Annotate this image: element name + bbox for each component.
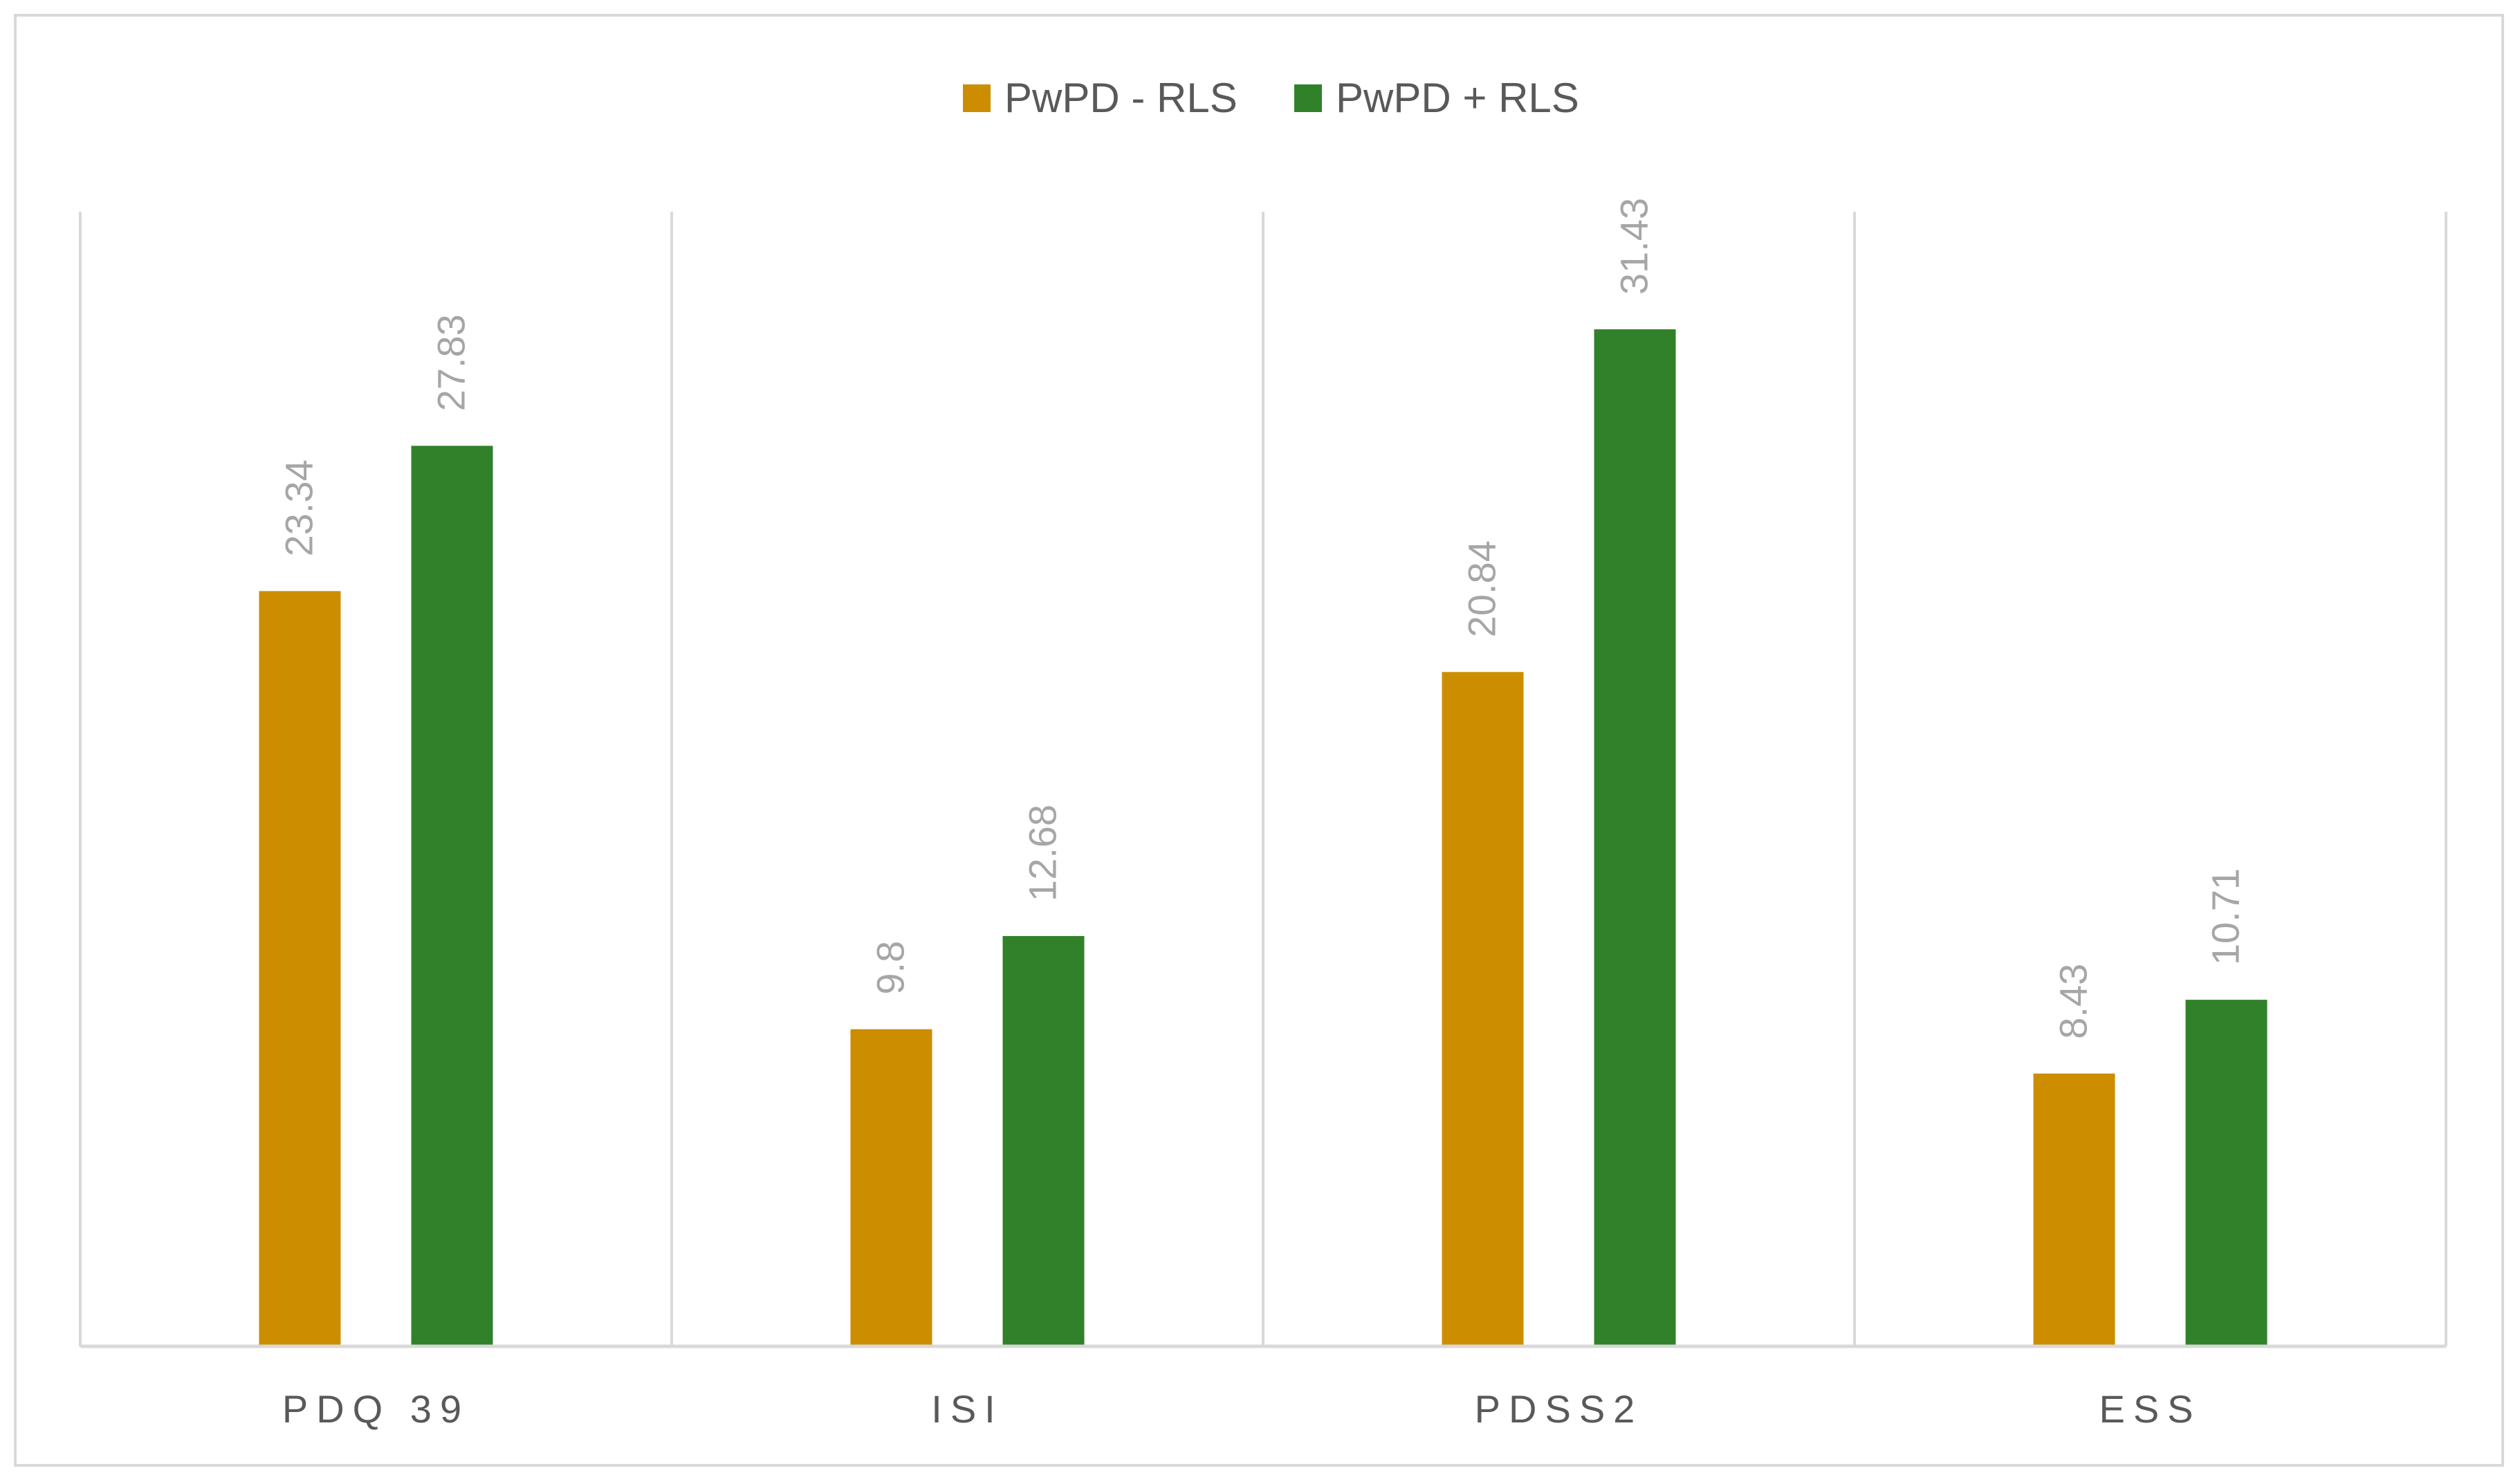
bar — [411, 446, 493, 1346]
data-label: 10.71 — [2204, 868, 2247, 965]
data-label: 8.43 — [2052, 964, 2095, 1039]
legend-swatch-2 — [1294, 84, 1322, 112]
category-label: ESS — [2099, 1387, 2201, 1431]
category-label: ISI — [931, 1387, 1003, 1431]
bar-chart: PwPD - RLS PwPD + RLS 23.3427.839.812.682… — [79, 75, 2447, 1431]
chart-frame: PwPD - RLS PwPD + RLS 23.34 27.83 9.8 12.68 2… — [14, 14, 2504, 1467]
bars — [259, 329, 2268, 1346]
data-label: 20.84 — [1460, 540, 1504, 637]
data-label: 9.8 — [869, 941, 912, 995]
legend-label-2: PwPD + RLS — [1336, 75, 1579, 121]
bar — [259, 591, 341, 1346]
bar — [1002, 935, 1085, 1346]
bar — [850, 1029, 932, 1346]
data-label: 23.34 — [277, 459, 321, 556]
data-labels: 23.34 27.83 9.8 12.68 20.84 31.43 8.43 10.71 — [277, 198, 2247, 1039]
bar — [2185, 1000, 2268, 1346]
bar — [1442, 672, 1524, 1346]
bar — [1594, 329, 1676, 1346]
category-label: PDQ 39 — [282, 1387, 470, 1431]
category-label: PDSS2 — [1475, 1387, 1644, 1431]
category-labels: PDQ 39 ISI PDSS2 ESS — [282, 1387, 2201, 1431]
legend-swatch-1 — [963, 84, 991, 112]
legend-label-1: PwPD - RLS — [1004, 75, 1238, 121]
data-label: 27.83 — [430, 314, 473, 411]
data-label: 31.43 — [1612, 198, 1656, 295]
data-label: 12.68 — [1021, 805, 1065, 901]
legend: PwPD - RLS PwPD + RLS — [963, 75, 1579, 121]
bar — [2033, 1073, 2115, 1346]
category-dividers — [79, 212, 2447, 1346]
